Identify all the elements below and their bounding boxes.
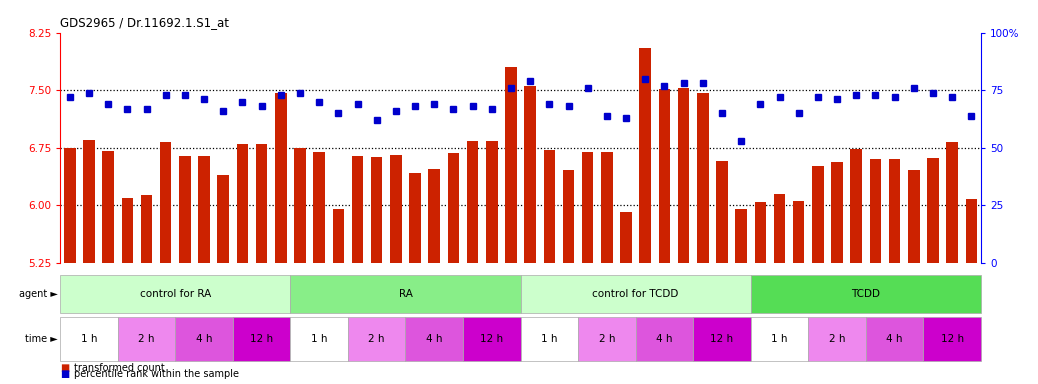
Bar [812,166,823,263]
Text: transformed count: transformed count [74,363,164,373]
Bar [291,275,521,313]
Bar [793,201,804,263]
Text: 1 h: 1 h [311,334,327,344]
Bar [463,317,521,361]
Text: 12 h: 12 h [481,334,503,344]
Bar [294,148,306,263]
Text: 1 h: 1 h [541,334,557,344]
Text: 4 h: 4 h [426,334,442,344]
Text: ■: ■ [60,369,70,379]
Text: 4 h: 4 h [886,334,903,344]
Bar [635,317,693,361]
Bar [750,275,981,313]
Bar [218,175,229,263]
Text: percentile rank within the sample: percentile rank within the sample [74,369,239,379]
Bar [520,317,578,361]
Bar [544,150,555,263]
Text: 4 h: 4 h [656,334,673,344]
Text: 2 h: 2 h [368,334,385,344]
Text: 4 h: 4 h [196,334,213,344]
Bar [524,86,536,263]
Bar [506,67,517,263]
Bar [83,140,94,263]
Bar [390,155,402,263]
Bar [233,317,291,361]
Text: control for RA: control for RA [140,289,211,299]
Bar [371,157,382,263]
Text: TCDD: TCDD [851,289,880,299]
Bar [866,317,924,361]
Bar [750,317,809,361]
Bar [927,158,938,263]
Text: 12 h: 12 h [250,334,273,344]
Bar [809,317,866,361]
Bar [406,317,463,361]
Bar [64,148,76,263]
Text: time ►: time ► [25,334,58,344]
Text: control for TCDD: control for TCDD [593,289,679,299]
Bar [291,317,348,361]
Text: 2 h: 2 h [599,334,616,344]
Bar [332,209,344,263]
Bar [447,153,459,263]
Bar [924,317,981,361]
Bar [965,199,977,263]
Bar [659,89,671,263]
Text: GDS2965 / Dr.11692.1.S1_at: GDS2965 / Dr.11692.1.S1_at [60,16,229,29]
Bar [639,48,651,263]
Bar [255,144,268,263]
Bar [831,162,843,263]
Bar [908,170,920,263]
Text: 1 h: 1 h [81,334,98,344]
Text: 2 h: 2 h [828,334,845,344]
Text: 2 h: 2 h [138,334,155,344]
Text: RA: RA [399,289,412,299]
Bar [678,88,689,263]
Text: 1 h: 1 h [771,334,788,344]
Bar [352,156,363,263]
Bar [117,317,175,361]
Bar [601,152,612,263]
Bar [467,141,479,263]
Bar [160,142,171,263]
Bar [870,159,881,263]
Text: ■: ■ [60,363,70,373]
Bar [889,159,900,263]
Bar [198,156,210,263]
Bar [275,93,286,263]
Text: 12 h: 12 h [940,334,963,344]
Bar [486,141,497,263]
Bar [121,198,133,263]
Bar [563,170,574,263]
Bar [621,212,632,263]
Bar [520,275,750,313]
Bar [429,169,440,263]
Bar [180,156,191,263]
Bar [103,151,114,263]
Bar [735,209,747,263]
Bar [582,152,594,263]
Bar [716,161,728,263]
Bar [578,317,635,361]
Bar [237,144,248,263]
Bar [850,149,862,263]
Bar [409,173,420,263]
Bar [313,152,325,263]
Bar [60,317,117,361]
Bar [773,194,786,263]
Bar [698,93,709,263]
Bar [175,317,233,361]
Bar [693,317,750,361]
Bar [755,202,766,263]
Text: agent ►: agent ► [20,289,58,299]
Bar [141,195,153,263]
Bar [60,275,291,313]
Bar [947,142,958,263]
Bar [348,317,406,361]
Text: 12 h: 12 h [710,334,734,344]
